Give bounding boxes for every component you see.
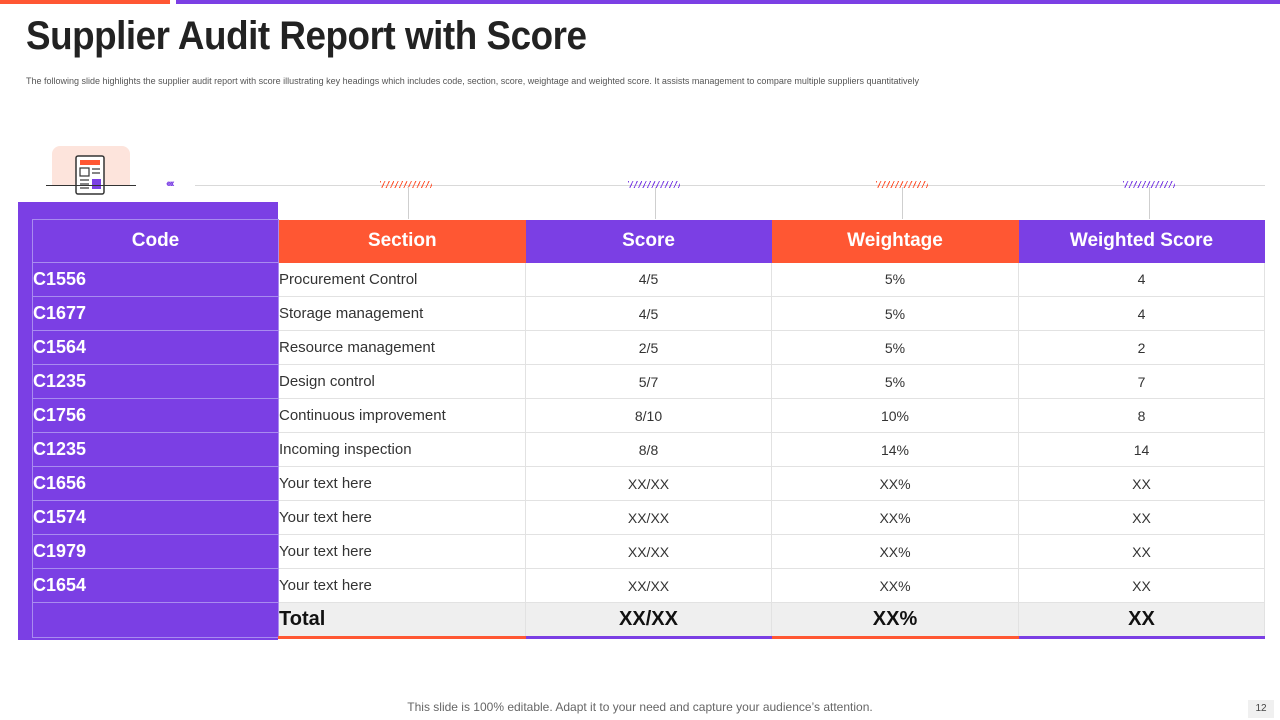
weighted-score-cell: 14 [1018,432,1265,467]
weightage-cell: 5% [771,296,1019,331]
code-cell: C1235 [32,364,279,399]
total-row: Total XX/XX XX% XX [32,602,1265,639]
chevrons-left-icon: ‹‹‹‹ [166,178,175,190]
table-row: C1574 Your text here XX/XX XX% XX [32,500,1265,535]
header-weightage: Weightage [771,219,1019,263]
connector-line [902,187,903,219]
table-row: C1564 Resource management 2/5 5% 2 [32,330,1265,365]
score-cell: XX/XX [525,568,772,603]
connector-line [408,187,409,219]
table-header-row: Code Section Score Weightage Weighted Sc… [32,219,1265,263]
weighted-score-cell: 7 [1018,364,1265,399]
weighted-score-cell: XX [1018,568,1265,603]
code-cell: C1756 [32,398,279,433]
code-cell: C1656 [32,466,279,501]
section-cell: Your text here [278,534,526,569]
header-score: Score [525,219,772,263]
table-row: C1979 Your text here XX/XX XX% XX [32,534,1265,569]
section-cell: Incoming inspection [278,432,526,467]
code-cell: C1574 [32,500,279,535]
hatch-marker-score [628,181,680,188]
weighted-score-cell: 8 [1018,398,1265,433]
slide-title: Supplier Audit Report with Score [26,14,587,58]
weightage-cell: 14% [771,432,1019,467]
table-row: C1656 Your text here XX/XX XX% XX [32,466,1265,501]
connector-line [655,187,656,219]
score-cell: XX/XX [525,500,772,535]
connector-line [1149,187,1150,219]
section-cell: Procurement Control [278,262,526,297]
top-accent-bar-purple [176,0,1280,4]
table-row: C1756 Continuous improvement 8/10 10% 8 [32,398,1265,433]
code-cell: C1564 [32,330,279,365]
code-cell: C1654 [32,568,279,603]
weighted-score-cell: 2 [1018,330,1265,365]
slide-footer: This slide is 100% editable. Adapt it to… [407,700,873,714]
code-cell: C1979 [32,534,279,569]
table-row: C1677 Storage management 4/5 5% 4 [32,296,1265,331]
code-cell: C1556 [32,262,279,297]
weightage-cell: 10% [771,398,1019,433]
weightage-cell: 5% [771,364,1019,399]
hatch-marker-weighted-score [1123,181,1175,188]
code-cell: C1235 [32,432,279,467]
weightage-cell: XX% [771,568,1019,603]
audit-table: Code Section Score Weightage Weighted Sc… [32,219,1265,639]
section-cell: Your text here [278,466,526,501]
icon-divider-line [46,185,136,186]
table-row: C1556 Procurement Control 4/5 5% 4 [32,262,1265,297]
slide-subtitle: The following slide highlights the suppl… [26,76,919,86]
score-cell: 4/5 [525,262,772,297]
total-weightage: XX% [771,602,1019,639]
table-row: C1235 Incoming inspection 8/8 14% 14 [32,432,1265,467]
code-cell: C1677 [32,296,279,331]
score-cell: 8/10 [525,398,772,433]
report-document-icon [75,155,105,195]
section-cell: Your text here [278,568,526,603]
hatch-marker-weightage [876,181,928,188]
page-number: 12 [1248,700,1274,718]
total-label: Total [278,602,526,639]
weightage-cell: XX% [771,500,1019,535]
weightage-cell: 5% [771,262,1019,297]
header-code: Code [32,219,279,263]
section-cell: Your text here [278,500,526,535]
score-cell: XX/XX [525,534,772,569]
table-row: C1654 Your text here XX/XX XX% XX [32,568,1265,603]
section-cell: Continuous improvement [278,398,526,433]
header-guide-line [195,185,1265,186]
hatch-marker-section [380,181,432,188]
section-cell: Design control [278,364,526,399]
table-row: C1235 Design control 5/7 5% 7 [32,364,1265,399]
weighted-score-cell: 4 [1018,296,1265,331]
header-weighted-score: Weighted Score [1018,219,1265,263]
top-accent-bar-orange [0,0,170,4]
score-cell: 5/7 [525,364,772,399]
score-cell: 8/8 [525,432,772,467]
score-cell: 2/5 [525,330,772,365]
weightage-cell: XX% [771,466,1019,501]
total-score: XX/XX [525,602,772,639]
weighted-score-cell: XX [1018,466,1265,501]
section-cell: Resource management [278,330,526,365]
score-cell: 4/5 [525,296,772,331]
weighted-score-cell: XX [1018,534,1265,569]
weighted-score-cell: 4 [1018,262,1265,297]
score-cell: XX/XX [525,466,772,501]
code-cell-empty [32,602,279,638]
weighted-score-cell: XX [1018,500,1265,535]
weightage-cell: XX% [771,534,1019,569]
header-section: Section [278,219,526,263]
total-weighted-score: XX [1018,602,1265,639]
weightage-cell: 5% [771,330,1019,365]
section-cell: Storage management [278,296,526,331]
